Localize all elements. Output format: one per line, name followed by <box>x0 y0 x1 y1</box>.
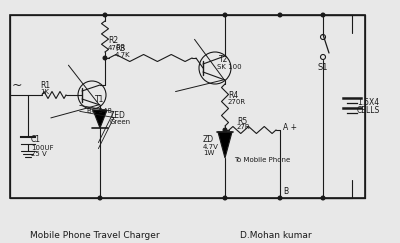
Circle shape <box>98 196 102 200</box>
Circle shape <box>321 196 325 200</box>
Text: BC 548: BC 548 <box>87 108 112 114</box>
Text: T1: T1 <box>95 95 104 104</box>
Text: To Mobile Phone: To Mobile Phone <box>234 157 290 163</box>
Text: R3: R3 <box>115 44 125 53</box>
Circle shape <box>103 13 107 17</box>
Text: B: B <box>283 188 288 197</box>
Circle shape <box>278 13 282 17</box>
Text: LED: LED <box>110 111 125 120</box>
Text: 1W: 1W <box>203 150 214 156</box>
Circle shape <box>223 196 227 200</box>
Circle shape <box>321 13 325 17</box>
Text: 470R: 470R <box>108 45 126 51</box>
Circle shape <box>278 196 282 200</box>
Bar <box>10 15 365 198</box>
Text: Mobile Phone Travel Charger: Mobile Phone Travel Charger <box>30 231 160 240</box>
Text: ZD: ZD <box>203 136 214 145</box>
Circle shape <box>103 56 107 60</box>
Polygon shape <box>93 110 107 128</box>
Text: ~: ~ <box>12 79 22 92</box>
Text: 100UF: 100UF <box>31 145 54 151</box>
Text: T2: T2 <box>219 55 228 64</box>
Text: 4.7K: 4.7K <box>115 52 131 58</box>
Text: SK 100: SK 100 <box>217 64 242 70</box>
Circle shape <box>223 128 227 132</box>
Text: 270R: 270R <box>228 99 246 105</box>
Text: CELLS: CELLS <box>357 106 380 115</box>
Text: S1: S1 <box>318 62 328 71</box>
Text: 1K: 1K <box>40 89 49 95</box>
Text: C1: C1 <box>31 136 41 145</box>
Text: 27R: 27R <box>237 124 251 130</box>
Text: 25 V: 25 V <box>31 151 47 157</box>
Text: A +: A + <box>283 122 297 131</box>
Circle shape <box>223 13 227 17</box>
Text: R5: R5 <box>237 116 247 125</box>
Text: 4.7V: 4.7V <box>203 144 219 150</box>
Text: 1.5X4: 1.5X4 <box>357 98 379 107</box>
Polygon shape <box>218 132 232 158</box>
Text: D.Mohan kumar: D.Mohan kumar <box>240 231 312 240</box>
Text: Green: Green <box>110 119 131 125</box>
Text: R1: R1 <box>40 81 50 90</box>
Text: R2: R2 <box>108 36 118 45</box>
Text: R4: R4 <box>228 90 238 99</box>
